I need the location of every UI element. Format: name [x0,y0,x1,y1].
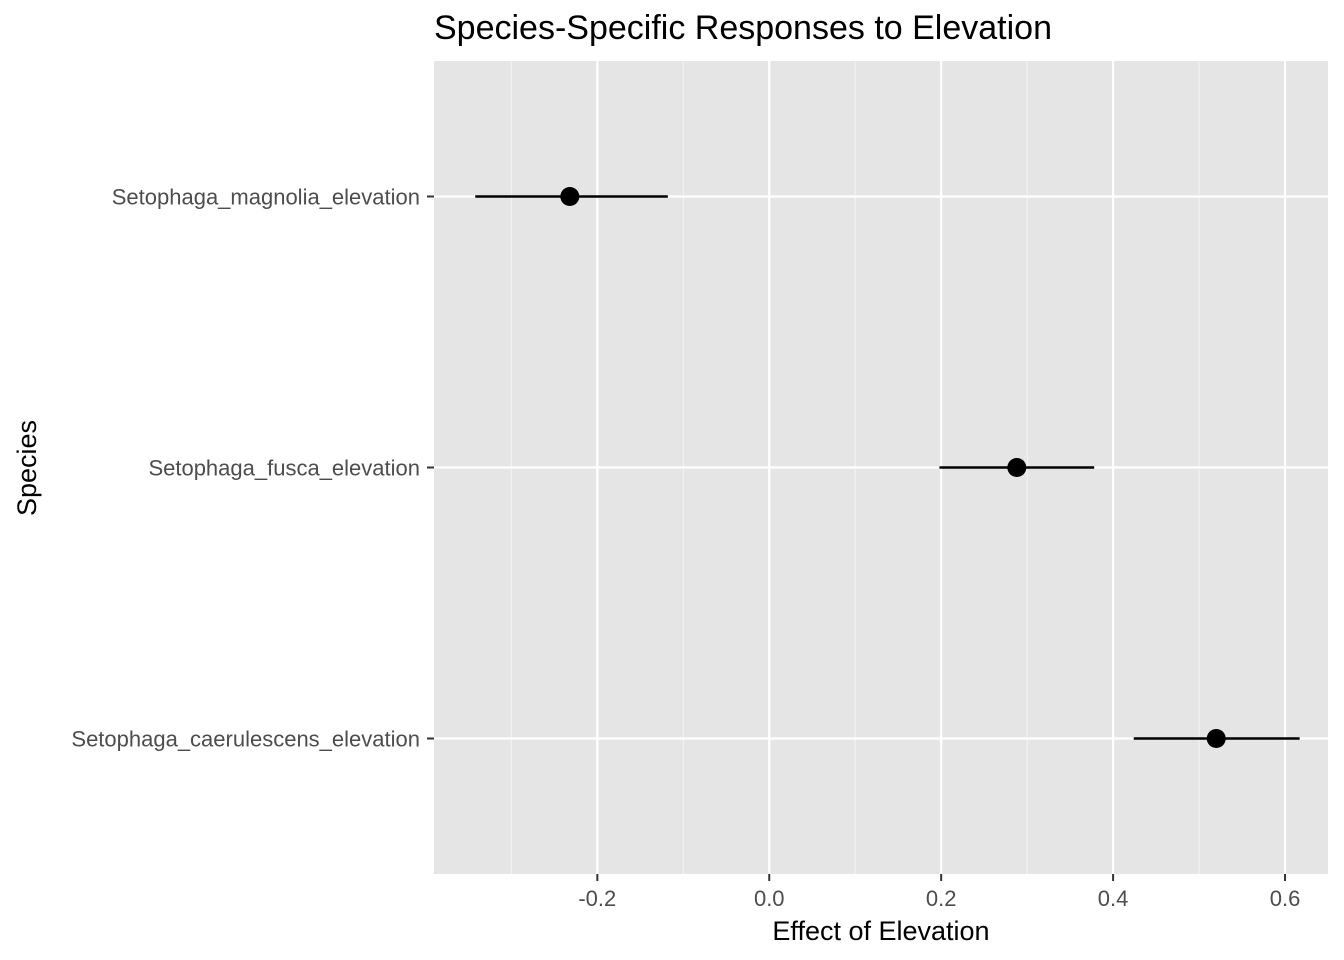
x-tick-label: 0.4 [1098,886,1129,911]
point-ranges [475,187,1300,748]
y-axis: Setophaga_magnolia_elevation Setophaga_fu… [71,185,434,752]
estimate-point [1007,458,1027,477]
x-axis-title: Effect of Elevation [772,916,989,946]
x-axis: -0.2 0.0 0.2 0.4 0.6 [578,874,1300,911]
x-tick-label: 0.0 [754,886,785,911]
estimate-point [1206,729,1226,748]
y-axis-title: Species [12,420,42,516]
x-tick-label: 0.2 [926,886,957,911]
y-tick-label: Setophaga_magnolia_elevation [112,185,420,210]
chart-title: Species-Specific Responses to Elevation [434,9,1052,47]
y-tick-label: Setophaga_caerulescens_elevation [71,727,420,752]
estimate-point [560,187,580,206]
x-tick-label: -0.2 [578,886,616,911]
y-tick-label: Setophaga_fusca_elevation [148,456,420,481]
x-tick-label: 0.6 [1270,886,1301,911]
